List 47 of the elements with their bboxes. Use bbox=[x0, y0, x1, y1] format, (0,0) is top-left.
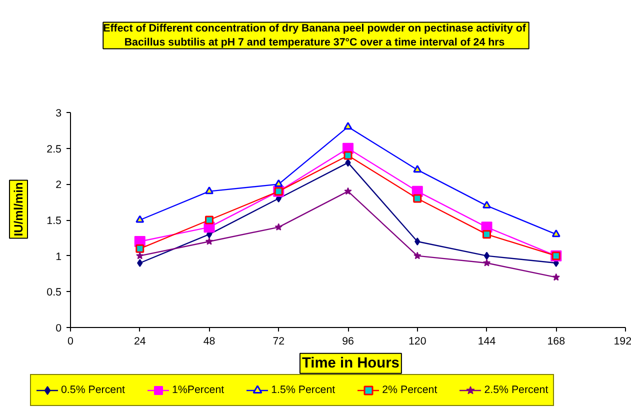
y-tick-label: 1.5 bbox=[46, 215, 62, 227]
x-tick-label: 48 bbox=[203, 336, 216, 348]
point bbox=[205, 186, 214, 194]
point bbox=[274, 179, 283, 187]
point bbox=[484, 252, 490, 260]
x-tick-label: 0 bbox=[68, 336, 74, 348]
point bbox=[552, 273, 560, 281]
x-tick-label: 72 bbox=[272, 336, 285, 348]
y-tick-label: 0.5 bbox=[46, 286, 62, 299]
point bbox=[274, 223, 282, 230]
chart-title: Effect of Different concentration of dry Banana peel powder on pectinase activity of Bacillus subtilis at pH 7 and temperature 37°C over a time interval of 24 hrs bbox=[103, 22, 526, 49]
point bbox=[413, 165, 422, 173]
point bbox=[136, 215, 144, 223]
point bbox=[552, 230, 560, 238]
point bbox=[482, 200, 491, 208]
y-tick-label: 2 bbox=[56, 179, 62, 192]
y-tick-label: 3 bbox=[56, 108, 62, 120]
point bbox=[482, 230, 491, 239]
y-tick-label: 1 bbox=[56, 250, 62, 263]
point bbox=[345, 158, 351, 167]
point bbox=[137, 259, 143, 267]
point bbox=[344, 122, 352, 130]
point bbox=[136, 244, 144, 253]
x-tick-label: 120 bbox=[408, 336, 426, 348]
point bbox=[344, 187, 352, 195]
point bbox=[136, 252, 144, 260]
point bbox=[414, 238, 420, 246]
point bbox=[413, 194, 422, 203]
y-axis-title: IU/ml/min bbox=[12, 182, 26, 236]
x-tick-label: 96 bbox=[342, 336, 354, 348]
point bbox=[414, 252, 422, 260]
legend-label: 1.5% Percent bbox=[271, 384, 336, 396]
legend-label: 1%Percent bbox=[172, 384, 224, 396]
x-tick-label: 168 bbox=[547, 336, 566, 348]
x-tick-label: 144 bbox=[478, 336, 496, 348]
legend-label: 2.5% Percent bbox=[484, 384, 548, 396]
y-tick-label: 2.5 bbox=[46, 143, 62, 156]
x-tick-label: 24 bbox=[134, 336, 146, 348]
x-tick-label: 192 bbox=[614, 336, 631, 348]
point bbox=[344, 151, 352, 160]
point bbox=[205, 216, 214, 224]
point bbox=[482, 259, 491, 266]
point bbox=[205, 238, 214, 245]
legend-label: 0.5% Percent bbox=[61, 384, 125, 396]
y-tick-label: 0 bbox=[56, 322, 62, 334]
x-axis-title: Time in Hours bbox=[302, 355, 400, 372]
legend-label: 2% Percent bbox=[382, 384, 438, 396]
